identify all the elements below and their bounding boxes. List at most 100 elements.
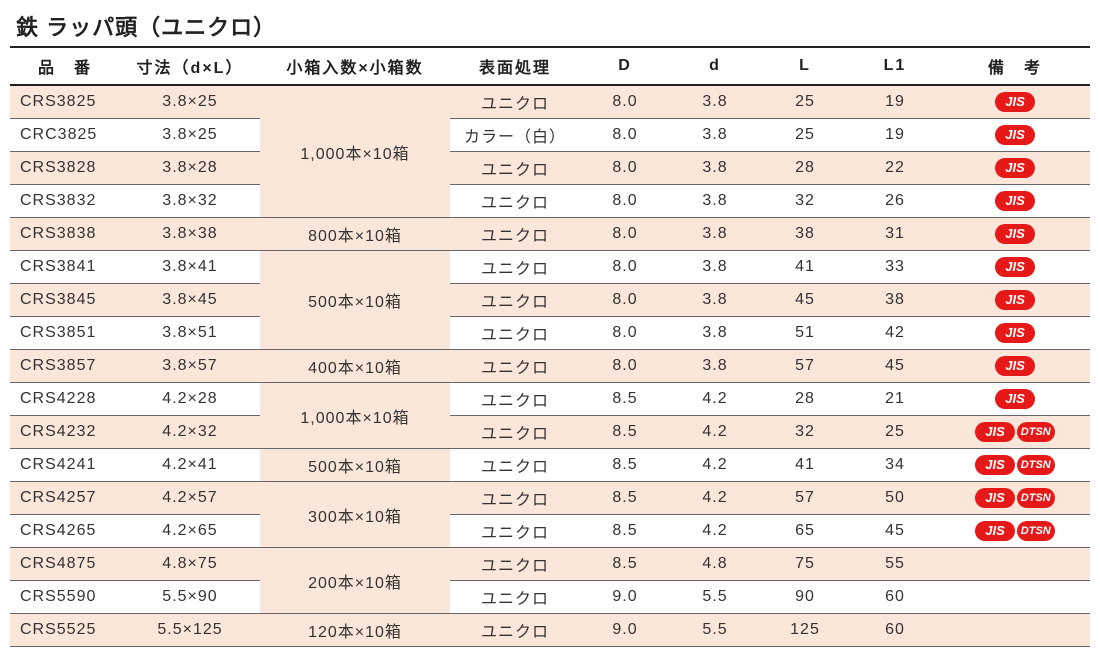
cell-surface: ユニクロ — [450, 383, 580, 416]
cell-dim: 3.8×28 — [120, 152, 260, 185]
cell-d: 3.8 — [670, 119, 760, 152]
cell-remarks: JIS — [940, 284, 1090, 317]
table-row: CRS42324.2×32ユニクロ8.54.23225JISDTSN — [10, 416, 1090, 449]
cell-L1: 38 — [850, 284, 940, 317]
cell-code: CRS3828 — [10, 152, 120, 185]
cell-remarks: JIS — [940, 185, 1090, 218]
cell-D: 8.5 — [580, 449, 670, 482]
cell-surface: ユニクロ — [450, 152, 580, 185]
cell-dim: 4.2×32 — [120, 416, 260, 449]
cell-L: 51 — [760, 317, 850, 350]
jis-badge: JIS — [995, 224, 1035, 244]
cell-L1: 33 — [850, 251, 940, 284]
cell-dim: 4.2×57 — [120, 482, 260, 515]
table-header-row: 品 番 寸法（d×L） 小箱入数×小箱数 表面処理 D d L L1 備 考 — [10, 47, 1090, 85]
cell-D: 8.0 — [580, 85, 670, 119]
table-row: CRS42654.2×65ユニクロ8.54.26545JISDTSN — [10, 515, 1090, 548]
cell-d: 4.8 — [670, 548, 760, 581]
cell-L1: 31 — [850, 218, 940, 251]
dtsn-badge: DTSN — [1017, 455, 1055, 475]
cell-remarks — [940, 581, 1090, 614]
table-body: CRS38253.8×251,000本×10箱ユニクロ8.03.82519JIS… — [10, 85, 1090, 647]
col-L1: L1 — [850, 47, 940, 85]
col-remarks: 備 考 — [940, 47, 1090, 85]
cell-surface: ユニクロ — [450, 515, 580, 548]
cell-dim: 3.8×51 — [120, 317, 260, 350]
cell-D: 9.0 — [580, 614, 670, 647]
cell-L1: 60 — [850, 614, 940, 647]
cell-remarks: JISDTSN — [940, 482, 1090, 515]
cell-remarks: JIS — [940, 218, 1090, 251]
cell-remarks: JIS — [940, 383, 1090, 416]
cell-L1: 60 — [850, 581, 940, 614]
table-row: CRS38573.8×57400本×10箱ユニクロ8.03.85745JIS — [10, 350, 1090, 383]
cell-L: 57 — [760, 482, 850, 515]
cell-code: CRS3845 — [10, 284, 120, 317]
cell-D: 8.0 — [580, 284, 670, 317]
jis-badge: JIS — [995, 257, 1035, 277]
cell-remarks: JIS — [940, 152, 1090, 185]
table-row: CRS38323.8×32ユニクロ8.03.83226JIS — [10, 185, 1090, 218]
dtsn-badge: DTSN — [1017, 488, 1055, 508]
cell-surface: ユニクロ — [450, 317, 580, 350]
cell-code: CRS4257 — [10, 482, 120, 515]
table-row: CRS38513.8×51ユニクロ8.03.85142JIS — [10, 317, 1090, 350]
cell-code: CRS4232 — [10, 416, 120, 449]
cell-surface: カラー（白） — [450, 119, 580, 152]
cell-L: 41 — [760, 251, 850, 284]
cell-L1: 26 — [850, 185, 940, 218]
table-row: CRS42284.2×281,000本×10箱ユニクロ8.54.22821JIS — [10, 383, 1090, 416]
cell-D: 8.5 — [580, 416, 670, 449]
cell-remarks: JIS — [940, 119, 1090, 152]
table-row: CRS55255.5×125120本×10箱ユニクロ9.05.512560 — [10, 614, 1090, 647]
cell-L: 25 — [760, 85, 850, 119]
cell-code: CRS3832 — [10, 185, 120, 218]
cell-code: CRS3838 — [10, 218, 120, 251]
cell-L: 28 — [760, 152, 850, 185]
table-row: CRS38383.8×38800本×10箱ユニクロ8.03.83831JIS — [10, 218, 1090, 251]
cell-L1: 21 — [850, 383, 940, 416]
cell-code: CRC3825 — [10, 119, 120, 152]
col-dim: 寸法（d×L） — [120, 47, 260, 85]
cell-remarks: JISDTSN — [940, 515, 1090, 548]
cell-remarks: JISDTSN — [940, 416, 1090, 449]
cell-surface: ユニクロ — [450, 251, 580, 284]
cell-D: 8.0 — [580, 218, 670, 251]
cell-L: 57 — [760, 350, 850, 383]
jis-badge: JIS — [995, 191, 1035, 211]
cell-d: 5.5 — [670, 581, 760, 614]
cell-D: 8.5 — [580, 383, 670, 416]
cell-L: 125 — [760, 614, 850, 647]
cell-d: 3.8 — [670, 284, 760, 317]
col-d: d — [670, 47, 760, 85]
cell-dim: 5.5×125 — [120, 614, 260, 647]
cell-remarks: JIS — [940, 85, 1090, 119]
col-D: D — [580, 47, 670, 85]
cell-d: 3.8 — [670, 152, 760, 185]
cell-D: 8.5 — [580, 482, 670, 515]
cell-dim: 3.8×45 — [120, 284, 260, 317]
cell-d: 3.8 — [670, 350, 760, 383]
cell-remarks — [940, 614, 1090, 647]
jis-badge: JIS — [995, 158, 1035, 178]
cell-code: CRS3857 — [10, 350, 120, 383]
table-title: 鉄 ラッパ頭（ユニクロ） — [16, 10, 1090, 42]
cell-code: CRS5590 — [10, 581, 120, 614]
cell-surface: ユニクロ — [450, 614, 580, 647]
jis-badge: JIS — [995, 389, 1035, 409]
cell-code: CRS4228 — [10, 383, 120, 416]
table-row: CRS38413.8×41500本×10箱ユニクロ8.03.84133JIS — [10, 251, 1090, 284]
jis-badge: JIS — [975, 521, 1015, 541]
cell-d: 3.8 — [670, 317, 760, 350]
cell-dim: 3.8×38 — [120, 218, 260, 251]
cell-pack: 500本×10箱 — [260, 449, 450, 482]
cell-d: 4.2 — [670, 449, 760, 482]
cell-L1: 25 — [850, 416, 940, 449]
cell-remarks: JIS — [940, 317, 1090, 350]
cell-code: CRS3825 — [10, 85, 120, 119]
cell-D: 8.0 — [580, 185, 670, 218]
spec-table: 品 番 寸法（d×L） 小箱入数×小箱数 表面処理 D d L L1 備 考 C… — [10, 46, 1090, 647]
cell-L1: 55 — [850, 548, 940, 581]
cell-dim: 4.2×41 — [120, 449, 260, 482]
dtsn-badge: DTSN — [1017, 422, 1055, 442]
